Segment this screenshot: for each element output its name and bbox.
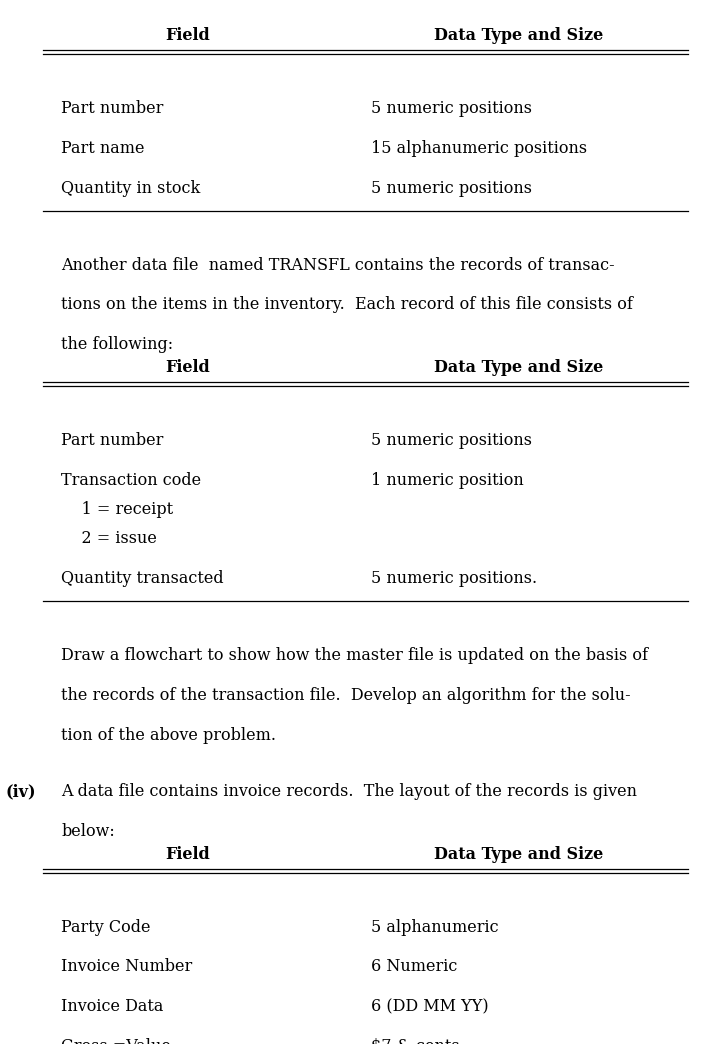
Text: 6 Numeric: 6 Numeric: [371, 958, 457, 975]
Text: the records of the transaction file.  Develop an algorithm for the solu-: the records of the transaction file. Dev…: [61, 687, 631, 704]
Text: tions on the items in the inventory.  Each record of this file consists of: tions on the items in the inventory. Eac…: [61, 296, 633, 313]
Text: 5 numeric positions: 5 numeric positions: [371, 180, 532, 196]
Text: 1 numeric position: 1 numeric position: [371, 472, 523, 489]
Text: Quantity in stock: Quantity in stock: [61, 180, 200, 196]
Text: Data Type and Size: Data Type and Size: [433, 359, 603, 376]
Text: A data file contains invoice records.  The layout of the records is given: A data file contains invoice records. Th…: [61, 783, 637, 800]
Text: 5 numeric positions: 5 numeric positions: [371, 432, 532, 449]
Text: 1 = receipt: 1 = receipt: [61, 501, 174, 518]
Text: below:: below:: [61, 823, 115, 839]
Text: Quantity transacted: Quantity transacted: [61, 570, 224, 587]
Text: $7 & cents: $7 & cents: [371, 1038, 459, 1044]
Text: Invoice Data: Invoice Data: [61, 998, 163, 1015]
Text: 5 alphanumeric: 5 alphanumeric: [371, 919, 498, 935]
Text: Field: Field: [165, 846, 210, 862]
Text: Data Type and Size: Data Type and Size: [433, 846, 603, 862]
Text: 5 numeric positions.: 5 numeric positions.: [371, 570, 537, 587]
Text: Party Code: Party Code: [61, 919, 150, 935]
Text: 15 alphanumeric positions: 15 alphanumeric positions: [371, 140, 587, 157]
Text: 6 (DD MM YY): 6 (DD MM YY): [371, 998, 488, 1015]
Text: the following:: the following:: [61, 336, 174, 353]
Text: Part number: Part number: [61, 432, 163, 449]
Text: 5 numeric positions: 5 numeric positions: [371, 100, 532, 117]
Text: Another data file  named TRANSFL contains the records of transac-: Another data file named TRANSFL contains…: [61, 257, 615, 274]
Text: Invoice Number: Invoice Number: [61, 958, 192, 975]
Text: Gross =Value: Gross =Value: [61, 1038, 171, 1044]
Text: Data Type and Size: Data Type and Size: [433, 27, 603, 44]
Text: Field: Field: [165, 359, 210, 376]
Text: (iv): (iv): [6, 783, 36, 800]
Text: Draw a flowchart to show how the master file is updated on the basis of: Draw a flowchart to show how the master …: [61, 647, 648, 664]
Text: Part number: Part number: [61, 100, 163, 117]
Text: 2 = issue: 2 = issue: [61, 530, 157, 547]
Text: tion of the above problem.: tion of the above problem.: [61, 727, 276, 743]
Text: Part name: Part name: [61, 140, 145, 157]
Text: Transaction code: Transaction code: [61, 472, 202, 489]
Text: Field: Field: [165, 27, 210, 44]
